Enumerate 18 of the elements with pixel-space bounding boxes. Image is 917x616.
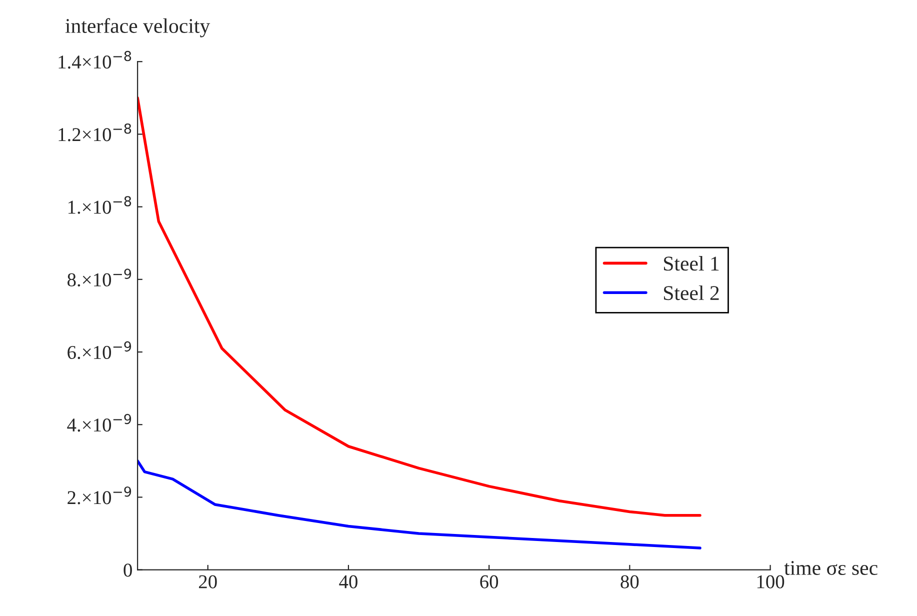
- x-tick-label: 40: [339, 575, 358, 588]
- x-tick-label: 60: [480, 575, 498, 588]
- y-tick-label: 1.2×10$^{−8}$: [58, 123, 132, 142]
- y-tick-label: 2.×10$^{−9}$: [68, 486, 132, 504]
- y-tick-label: 4.×10$^{−9}$: [67, 414, 132, 432]
- x-tick-label: 100: [757, 575, 784, 588]
- x-axis-title: time σε sec: [784, 561, 878, 576]
- legend-label: Steel 1: [664, 256, 719, 271]
- x-tick-label: 80: [620, 575, 639, 588]
- y-tick-label: 1.×10$^{−8}$: [68, 196, 132, 214]
- y-tick-label: 8.×10$^{−9}$: [68, 268, 132, 286]
- legend-label: Steel 2: [664, 285, 719, 300]
- y-axis-title: interface velocity: [65, 18, 210, 38]
- y-tick-label: 6.×10$^{−9}$: [68, 341, 132, 360]
- y-tick-label: 0: [124, 564, 132, 577]
- y-tick-label: 1.4×10$^{−8}$: [58, 50, 132, 69]
- x-tick-label: 20: [198, 575, 217, 588]
- line-series: [138, 460, 702, 550]
